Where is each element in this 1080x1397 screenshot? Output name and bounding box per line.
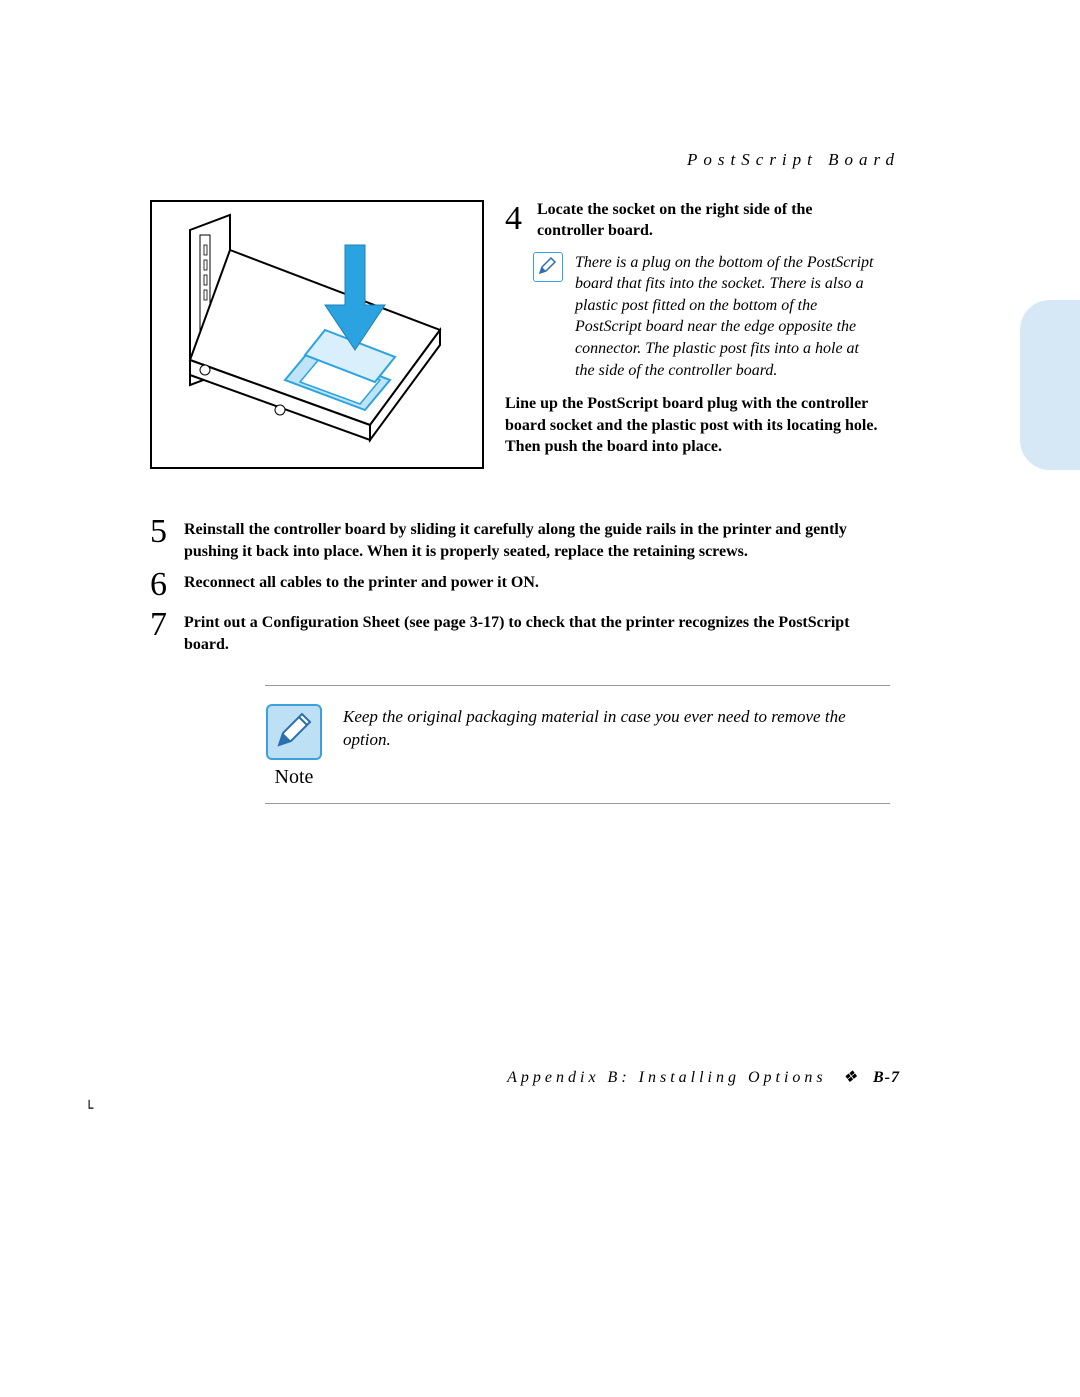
step-5-number: 5 [150,515,184,549]
footer-separator: ❖ [843,1069,857,1086]
step-6-number: 6 [150,568,184,602]
note-section: Note Keep the original packaging materia… [265,685,890,804]
note-label: Note [265,766,323,789]
board-illustration [160,210,474,459]
document-page: PostScript Board [0,0,1080,1397]
rule-bottom [265,803,890,804]
footer-appendix: Appendix B: Installing Options [507,1069,827,1086]
step-7: 7 Print out a Configuration Sheet (see p… [150,608,890,655]
step-4-number: 4 [505,200,533,238]
steps-5-7: 5 Reinstall the controller board by slid… [150,515,890,661]
step-5: 5 Reinstall the controller board by slid… [150,515,890,562]
pencil-icon [533,252,563,282]
step-4-instruction: Line up the PostScript board plug with t… [505,393,890,458]
running-head: PostScript Board [687,150,900,170]
note-text: Keep the original packaging material in … [343,704,883,752]
crop-mark: └ [85,1101,93,1117]
thumb-tab [1020,300,1080,470]
step-7-number: 7 [150,608,184,642]
footer-page: B-7 [873,1069,900,1086]
step-4: 4 Locate the socket on the right side of… [505,200,890,458]
step-7-text: Print out a Configuration Sheet (see pag… [184,608,890,655]
step-6: 6 Reconnect all cables to the printer an… [150,568,890,602]
controller-board-figure [150,200,484,469]
pencil-icon [266,704,322,760]
step-6-text: Reconnect all cables to the printer and … [184,568,539,594]
step-4-title: Locate the socket on the right side of t… [537,200,877,242]
note-icon-block: Note [265,704,323,789]
page-footer: Appendix B: Installing Options ❖ B-7 [507,1067,900,1087]
step-5-text: Reinstall the controller board by slidin… [184,515,890,562]
step-4-note: There is a plug on the bottom of the Pos… [575,252,875,382]
